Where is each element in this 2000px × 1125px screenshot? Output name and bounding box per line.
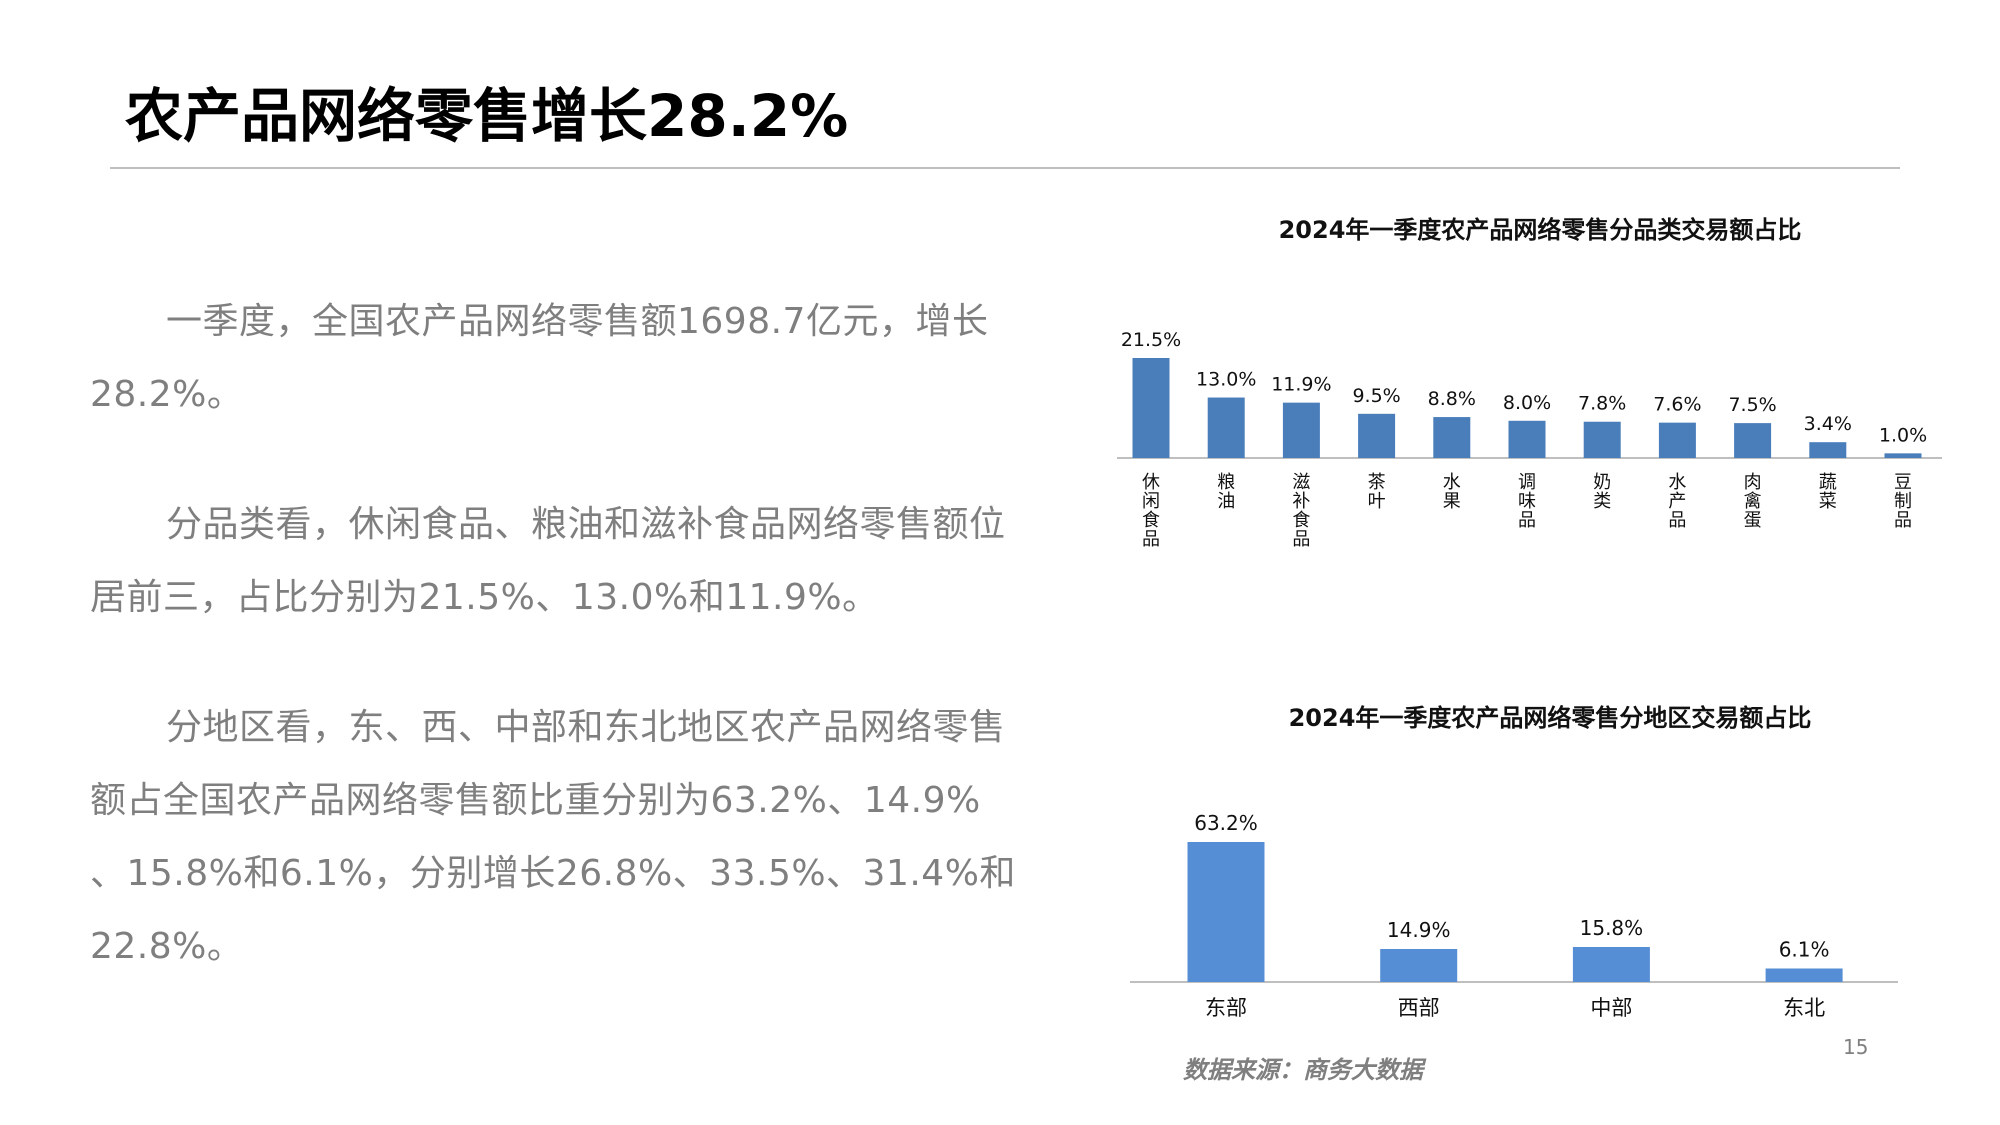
bar-3 bbox=[1358, 413, 1396, 458]
bar-5 bbox=[1508, 420, 1546, 458]
category-chart-title: 2024年一季度农产品网络零售分品类交易额占比 bbox=[1278, 216, 1802, 244]
category-label-9: 蔬菜 bbox=[1819, 472, 1837, 512]
data-label-0: 21.5% bbox=[1121, 329, 1181, 351]
category-label-1: 粮油 bbox=[1217, 472, 1235, 512]
page-title: 农产品网络零售增长28.2% bbox=[125, 82, 849, 150]
data-source: 数据来源：商务大数据 bbox=[1183, 1056, 1423, 1084]
region-data-label-0: 63.2% bbox=[1194, 811, 1258, 835]
category-label-10: 豆制品 bbox=[1894, 472, 1912, 531]
category-label-7: 水产品 bbox=[1668, 472, 1686, 531]
category-label-2: 滋补食品 bbox=[1292, 472, 1310, 550]
category-label-8: 肉禽蛋 bbox=[1744, 472, 1762, 531]
data-label-5: 8.0% bbox=[1503, 392, 1551, 414]
bar-7 bbox=[1658, 422, 1696, 458]
category-label-0: 休闲食品 bbox=[1142, 472, 1160, 550]
category-label-3: 茶叶 bbox=[1368, 472, 1386, 512]
bar-4 bbox=[1433, 417, 1471, 458]
region-bar-2 bbox=[1572, 947, 1650, 982]
data-label-6: 7.8% bbox=[1578, 393, 1626, 415]
data-label-1: 13.0% bbox=[1196, 369, 1256, 391]
region-chart-title: 2024年一季度农产品网络零售分地区交易额占比 bbox=[1288, 704, 1812, 732]
bar-8 bbox=[1734, 423, 1772, 458]
bar-10 bbox=[1884, 453, 1922, 458]
region-bar-1 bbox=[1380, 948, 1458, 982]
category-label-5: 调味品 bbox=[1518, 472, 1536, 531]
category-label-6: 奶类 bbox=[1593, 472, 1611, 512]
paragraph-overall: 一季度，全国农产品网络零售额1698.7亿元，增长28.2%。 bbox=[90, 301, 989, 415]
summary-text: 一季度，全国农产品网络零售额1698.7亿元，增长28.2%。 分品类看，休闲食… bbox=[90, 285, 1025, 1040]
bar-6 bbox=[1583, 421, 1621, 458]
data-label-9: 3.4% bbox=[1804, 413, 1852, 435]
data-label-7: 7.6% bbox=[1653, 394, 1701, 416]
paragraph-regions: 分地区看，东、西、中部和东北地区农产品网络零售额占全国农产品网络零售额比重分别为… bbox=[90, 707, 1016, 967]
region-bar-3 bbox=[1765, 968, 1843, 982]
bar-1 bbox=[1207, 397, 1245, 458]
data-label-3: 9.5% bbox=[1352, 385, 1400, 407]
region-data-label-2: 15.8% bbox=[1580, 916, 1644, 940]
title-divider bbox=[110, 167, 1900, 169]
bar-0 bbox=[1132, 358, 1170, 458]
bar-2 bbox=[1282, 402, 1320, 458]
region-bar-0 bbox=[1187, 842, 1265, 982]
data-label-4: 8.8% bbox=[1428, 388, 1476, 410]
region-label-2: 中部 bbox=[1590, 996, 1632, 1020]
paragraph-categories: 分品类看，休闲食品、粮油和滋补食品网络零售额位居前三，占比分别为21.5%、13… bbox=[90, 504, 1006, 618]
region-label-0: 东部 bbox=[1205, 996, 1247, 1020]
region-label-3: 东北 bbox=[1783, 996, 1825, 1020]
bar-9 bbox=[1809, 442, 1847, 458]
data-label-10: 1.0% bbox=[1879, 424, 1927, 446]
category-label-4: 水果 bbox=[1443, 472, 1461, 512]
data-label-8: 7.5% bbox=[1728, 394, 1776, 416]
region-data-label-1: 14.9% bbox=[1387, 918, 1451, 942]
page-number: 15 bbox=[1843, 1035, 1869, 1059]
data-label-2: 11.9% bbox=[1271, 374, 1331, 396]
region-label-1: 西部 bbox=[1398, 996, 1440, 1020]
region-data-label-3: 6.1% bbox=[1779, 937, 1830, 961]
